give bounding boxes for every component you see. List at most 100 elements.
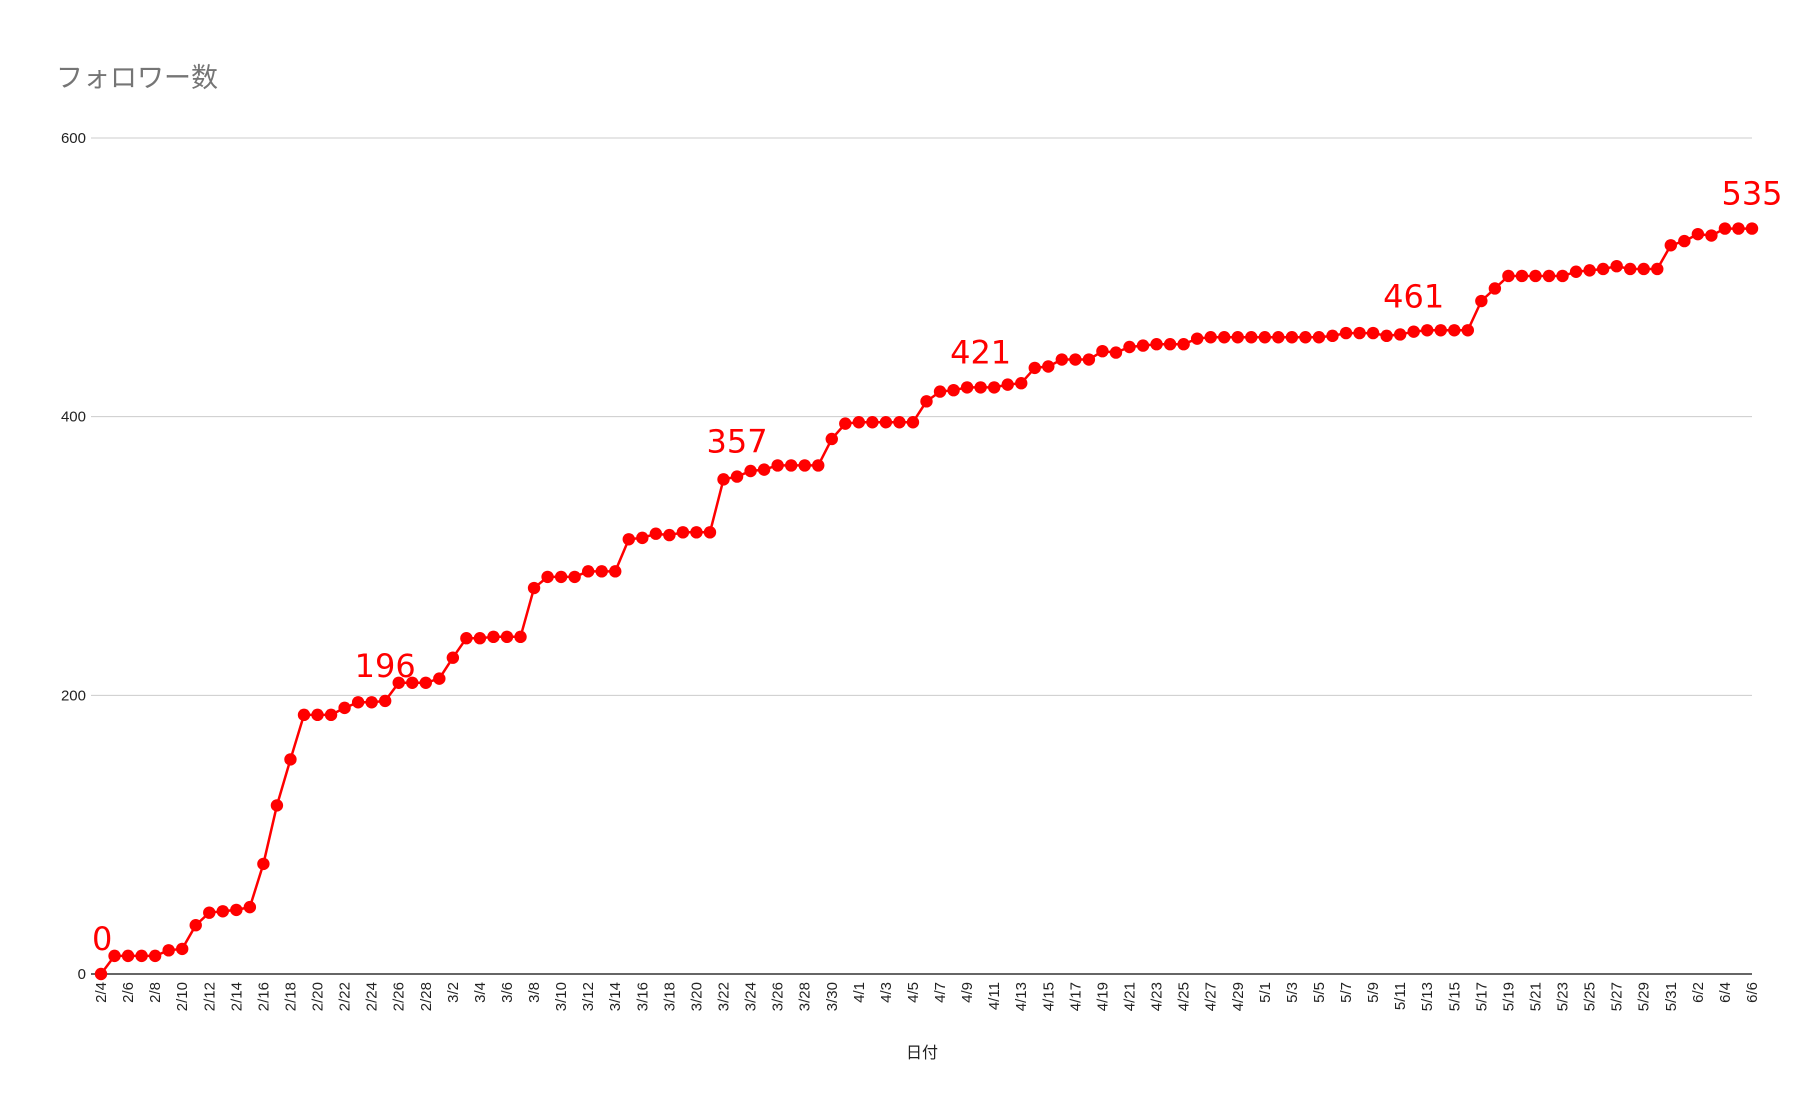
data-point [1177,338,1190,351]
data-point [1732,222,1745,235]
data-point [460,632,473,645]
data-label: 196 [355,647,416,685]
data-point [595,565,608,578]
data-point [933,385,947,398]
data-point [676,526,690,539]
x-tick-label: 3/4 [472,982,489,1003]
data-point [527,581,541,595]
data-point [1448,324,1461,337]
data-point [1015,377,1028,390]
x-tick-label: 3/2 [445,982,462,1003]
y-tick-label: 0 [78,966,86,983]
data-point [1069,353,1082,366]
series-line [99,227,1752,975]
data-point [148,949,162,963]
x-tick-label: 5/31 [1663,982,1680,1011]
data-point [392,676,405,689]
data-point [311,708,324,722]
data-point [744,464,757,478]
x-tick-label: 3/24 [743,982,760,1011]
x-tick-label: 4/23 [1149,982,1166,1011]
data-label: 421 [950,333,1011,371]
x-tick-label: 2/22 [337,982,354,1011]
x-tick-label: 5/29 [1636,982,1653,1011]
x-tick-label: 3/26 [770,982,787,1011]
data-point [1272,331,1285,344]
data-point [1421,324,1434,337]
x-tick-label: 4/11 [986,982,1003,1010]
data-point [1475,294,1488,308]
data-point [1434,324,1447,337]
data-point [406,676,419,689]
data-point [568,570,581,584]
x-axis-ticks: 2/4 2/6 2/8 2/10 2/12 2/14 2/16 2/18 2/20 2/22 2/2… [93,982,1761,1011]
data-point [1515,269,1529,283]
data-point [960,381,974,394]
data-point [514,630,527,644]
data-label: 357 [707,423,768,461]
x-tick-label: 5/21 [1527,982,1544,1011]
data-label: 461 [1383,278,1444,316]
data-point [1001,378,1014,391]
x-tick-label: 3/6 [499,982,516,1003]
data-point [1326,329,1339,343]
x-tick-label: 4/3 [878,982,895,1003]
data-point [1651,262,1664,276]
data-point [365,696,378,709]
data-point [378,694,392,708]
x-tick-label: 4/5 [905,982,922,1003]
data-point [1380,329,1393,343]
x-tick-label: 4/13 [1013,982,1030,1011]
x-tick-label: 5/17 [1473,982,1490,1011]
data-point [541,570,554,584]
x-tick-label: 5/25 [1582,982,1599,1011]
x-tick-label: 2/16 [255,982,272,1011]
data-point [717,473,730,486]
x-tick-label: 2/10 [174,982,191,1011]
data-point [1339,326,1353,340]
data-point [1190,332,1204,345]
data-point [446,651,460,664]
x-tick-label: 3/28 [797,982,814,1011]
data-point [338,701,351,715]
data-point [974,381,987,394]
data-point [1610,259,1623,273]
x-tick-label: 4/21 [1121,982,1138,1011]
x-tick-label: 5/1 [1257,982,1274,1003]
data-point [1218,331,1231,344]
data-point [175,942,189,956]
chart-title: フォロワー数 [56,63,218,94]
y-tick-label: 600 [61,130,86,147]
data-point [1407,325,1420,338]
data-point [487,630,500,644]
data-point [987,381,1001,394]
x-tick-label: 2/4 [93,982,110,1003]
x-tick-label: 3/18 [661,982,678,1011]
data-point [216,905,229,918]
data-point [1664,239,1678,252]
data-point [433,672,446,685]
x-tick-label: 4/29 [1230,982,1247,1011]
data-point [649,527,663,540]
y-tick-label: 200 [61,687,86,704]
x-tick-label: 5/11 [1392,982,1409,1010]
data-point [257,857,270,871]
data-point [906,416,920,429]
data-point [1718,222,1732,235]
x-tick-label: 5/7 [1338,982,1355,1003]
data-point [1691,227,1705,241]
x-tick-label: 5/15 [1446,982,1463,1011]
data-point [839,417,852,430]
series-layer [94,222,1759,981]
x-tick-label: 2/26 [391,982,408,1011]
data-point [947,383,960,397]
data-point [1624,262,1637,276]
x-tick-label: 3/10 [553,982,570,1011]
x-tick-label: 5/5 [1311,982,1328,1003]
data-point [581,565,595,578]
data-point [189,919,202,932]
x-tick-label: 5/13 [1419,982,1436,1011]
x-tick-label: 6/2 [1690,982,1707,1003]
data-point [1705,229,1718,242]
x-tick-label: 2/6 [120,982,137,1003]
